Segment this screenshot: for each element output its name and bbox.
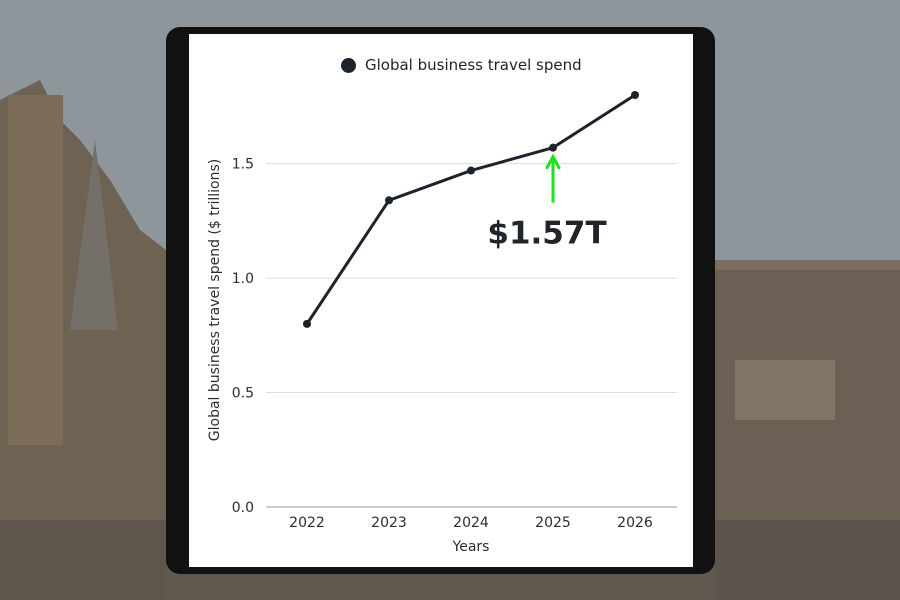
annotation-arrow-head <box>545 153 561 170</box>
x-axis-title: Years <box>452 539 490 555</box>
series-line <box>305 93 636 325</box>
y-tick-label: 1.0 <box>232 271 254 287</box>
data-point <box>385 196 393 205</box>
y-tick-label: 0.0 <box>232 500 254 516</box>
data-point <box>467 166 475 175</box>
data-point <box>549 143 557 152</box>
x-tick-label: 2022 <box>289 515 325 531</box>
chart-panel <box>189 34 693 567</box>
legend-marker <box>341 57 356 73</box>
x-tick-label: 2023 <box>371 515 407 531</box>
x-tick-label: 2026 <box>617 515 653 531</box>
x-tick-label: 2024 <box>453 515 489 531</box>
x-tick-label: 2025 <box>535 515 571 531</box>
data-point <box>303 319 311 328</box>
legend-label: Global business travel spend <box>365 56 582 74</box>
y-tick-label: 0.5 <box>232 386 254 402</box>
y-axis-title: Global business travel spend ($ trillion… <box>207 159 223 441</box>
y-tick-label: 1.5 <box>232 157 254 173</box>
data-point <box>631 91 639 99</box>
annotation-callout: $1.57T <box>487 216 606 252</box>
chart-legend: Global business travel spend <box>341 55 582 75</box>
